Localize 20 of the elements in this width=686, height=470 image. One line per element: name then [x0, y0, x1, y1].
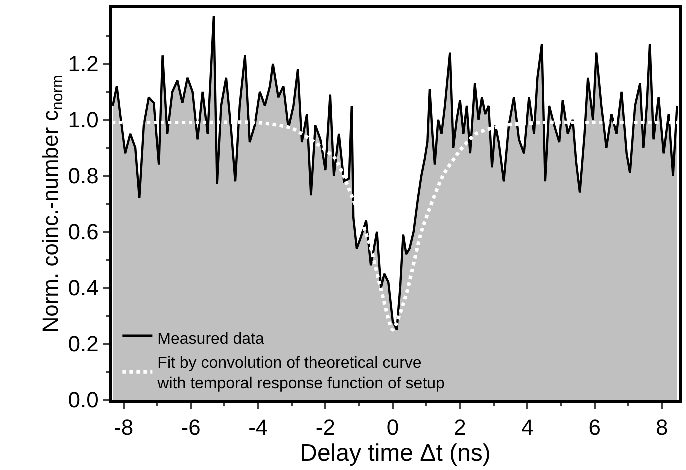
x-tick-label: 4	[521, 415, 534, 440]
y-tick-label: 0.8	[68, 164, 99, 189]
x-tick-label: 6	[588, 415, 602, 440]
x-tick-label: 2	[454, 415, 466, 440]
x-tick-label: 8	[656, 415, 668, 440]
y-tick-label: 1.0	[68, 108, 99, 133]
line-series	[112, 120, 679, 332]
x-tick-label: 0	[386, 415, 400, 440]
y-tick-label: 0.2	[68, 332, 99, 357]
x-tick-label: -8	[114, 415, 134, 440]
y-tick-label: 0.6	[68, 220, 99, 245]
y-tick-label: 0.0	[68, 388, 99, 413]
y-tick-label: 1.2	[68, 52, 99, 77]
x-tick-label: -6	[181, 415, 201, 440]
legend-label: Fit by convolution of theoretical curve with temporal response function of setup	[156, 354, 446, 393]
x-axis-title: Delay time Δt (ns)	[300, 440, 491, 468]
legend-label: Measured data	[158, 331, 265, 348]
x-tick-label: -2	[316, 415, 336, 440]
y-tick-label: 0.4	[68, 276, 99, 301]
x-tick-label: -4	[248, 415, 268, 440]
